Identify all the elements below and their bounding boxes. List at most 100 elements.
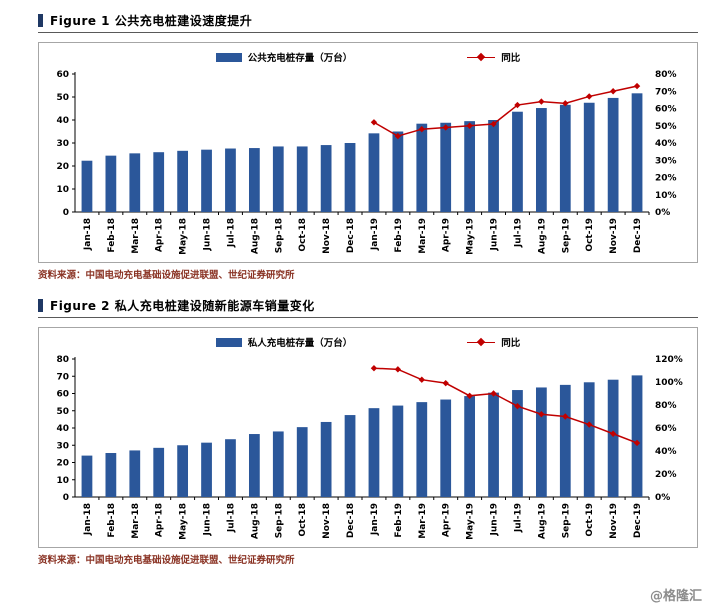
svg-text:Apr-18: Apr-18 xyxy=(155,218,165,252)
title-accent-bar xyxy=(38,14,43,27)
figure-2-title: Figure 2 私人充电桩建设随新能源车销量变化 xyxy=(50,299,315,313)
svg-text:Jun-18: Jun-18 xyxy=(203,218,213,251)
svg-text:May-19: May-19 xyxy=(466,503,476,540)
svg-text:70%: 70% xyxy=(655,87,677,97)
svg-text:Sep-19: Sep-19 xyxy=(561,503,571,538)
svg-text:Oct-19: Oct-19 xyxy=(585,218,595,252)
svg-text:Feb-19: Feb-19 xyxy=(394,218,404,253)
svg-text:20%: 20% xyxy=(655,470,677,480)
svg-text:Apr-18: Apr-18 xyxy=(155,503,165,537)
svg-text:Aug-18: Aug-18 xyxy=(250,503,260,539)
watermark: @格隆汇 xyxy=(649,589,702,604)
figure-1-chart-area: 公共充电桩存量（万台） 同比 0 10 20 30 40 50 60 0% 10% 20% 30% 4… xyxy=(38,42,698,263)
svg-text:Aug-19: Aug-19 xyxy=(537,503,547,539)
svg-text:20: 20 xyxy=(56,459,69,469)
svg-text:60: 60 xyxy=(56,390,69,400)
svg-text:Dec-18: Dec-18 xyxy=(346,218,356,253)
source-text: 资料来源：中国电动充电基础设施促进联盟、世纪证券研究所 xyxy=(38,270,295,281)
svg-text:80: 80 xyxy=(56,355,69,365)
svg-text:Aug-19: Aug-19 xyxy=(537,218,547,254)
svg-text:Mar-18: Mar-18 xyxy=(131,218,141,254)
title-accent-bar xyxy=(38,299,43,312)
svg-text:40: 40 xyxy=(56,116,69,126)
svg-text:Apr-19: Apr-19 xyxy=(442,218,452,252)
svg-text:60%: 60% xyxy=(655,424,677,434)
svg-text:40%: 40% xyxy=(655,447,677,457)
svg-text:40%: 40% xyxy=(655,139,677,149)
combo-chart-public-piles: 0 10 20 30 40 50 60 0% 10% 20% 30% 40% 50% 60% 70% 80% J… xyxy=(56,70,677,255)
svg-text:100%: 100% xyxy=(655,378,683,388)
line-legend-marker xyxy=(467,52,496,61)
svg-text:Feb-19: Feb-19 xyxy=(394,503,404,538)
svg-text:0%: 0% xyxy=(655,208,670,218)
combo-chart-private-piles: 0 10 20 30 40 50 60 70 80 0% 20% 40% 60% 80% 100% 120% J… xyxy=(56,355,683,540)
svg-text:Sep-19: Sep-19 xyxy=(561,218,571,253)
figure-2-legend: 私人充电桩存量（万台） 同比 xyxy=(39,333,697,351)
svg-text:Aug-18: Aug-18 xyxy=(250,218,260,254)
svg-text:30%: 30% xyxy=(655,156,677,166)
svg-text:Feb-18: Feb-18 xyxy=(107,218,117,253)
svg-text:May-18: May-18 xyxy=(179,218,189,255)
svg-text:Mar-19: Mar-19 xyxy=(418,503,428,539)
svg-text:Mar-19: Mar-19 xyxy=(418,218,428,254)
svg-text:10%: 10% xyxy=(655,191,677,201)
svg-text:Jan-19: Jan-19 xyxy=(370,218,380,251)
bar-legend-swatch xyxy=(215,337,242,347)
svg-text:Dec-19: Dec-19 xyxy=(633,218,643,253)
svg-text:30: 30 xyxy=(56,139,69,149)
svg-text:Apr-19: Apr-19 xyxy=(442,503,452,537)
svg-text:0%: 0% xyxy=(655,493,670,503)
figure-2: Figure 2 私人充电桩建设随新能源车销量变化 私人充电桩存量（万台） 同比… xyxy=(38,297,698,566)
svg-text:80%: 80% xyxy=(655,70,677,80)
svg-text:Jul-18: Jul-18 xyxy=(226,503,236,533)
svg-text:Nov-19: Nov-19 xyxy=(609,218,619,254)
bar-legend-label: 私人充电桩存量（万台） xyxy=(247,338,353,349)
svg-text:Feb-18: Feb-18 xyxy=(107,503,117,538)
svg-text:Jun-19: Jun-19 xyxy=(490,503,500,536)
svg-text:Mar-18: Mar-18 xyxy=(131,503,141,539)
svg-text:Dec-19: Dec-19 xyxy=(633,503,643,538)
svg-text:May-18: May-18 xyxy=(179,503,189,540)
svg-text:Jan-19: Jan-19 xyxy=(370,503,380,536)
legend-item-line: 同比 xyxy=(467,335,520,349)
svg-text:20%: 20% xyxy=(655,174,677,184)
svg-text:Oct-18: Oct-18 xyxy=(298,218,308,252)
svg-text:Sep-18: Sep-18 xyxy=(274,218,284,253)
diamond-marker-icon xyxy=(477,52,486,61)
svg-text:Jan-18: Jan-18 xyxy=(83,218,93,251)
source-text: 资料来源：中国电动充电基础设施促进联盟、世纪证券研究所 xyxy=(38,555,295,566)
figure-1-title-row: Figure 1 公共充电桩建设速度提升 xyxy=(38,12,698,33)
report-page: Figure 1 公共充电桩建设速度提升 公共充电桩存量（万台） 同比 0 10 2… xyxy=(38,12,698,566)
svg-text:0: 0 xyxy=(63,493,69,503)
svg-text:Jul-19: Jul-19 xyxy=(513,218,523,248)
svg-text:Oct-19: Oct-19 xyxy=(585,503,595,537)
svg-text:Oct-18: Oct-18 xyxy=(298,503,308,537)
figure-1-title: Figure 1 公共充电桩建设速度提升 xyxy=(50,14,253,28)
figure-2-chart-area: 私人充电桩存量（万台） 同比 0 10 20 30 40 50 60 70 80 0% 20% 40%… xyxy=(38,327,698,548)
diamond-marker-icon xyxy=(477,337,486,346)
svg-text:10: 10 xyxy=(56,476,69,486)
svg-text:10: 10 xyxy=(56,185,69,195)
figure-1-legend: 公共充电桩存量（万台） 同比 xyxy=(39,48,697,66)
svg-text:60%: 60% xyxy=(655,105,677,115)
svg-text:Jan-18: Jan-18 xyxy=(83,503,93,536)
svg-text:Sep-18: Sep-18 xyxy=(274,503,284,538)
svg-text:40: 40 xyxy=(56,424,69,434)
svg-text:50: 50 xyxy=(56,93,69,103)
svg-text:60: 60 xyxy=(56,70,69,80)
svg-text:Nov-18: Nov-18 xyxy=(322,218,332,254)
svg-text:20: 20 xyxy=(56,162,69,172)
figure-2-title-row: Figure 2 私人充电桩建设随新能源车销量变化 xyxy=(38,297,698,318)
svg-text:70: 70 xyxy=(56,372,69,382)
svg-text:30: 30 xyxy=(56,441,69,451)
svg-text:Jul-19: Jul-19 xyxy=(513,503,523,533)
bar-legend-swatch xyxy=(215,52,242,62)
svg-text:Jun-19: Jun-19 xyxy=(490,218,500,251)
svg-text:50: 50 xyxy=(56,407,69,417)
svg-text:Nov-19: Nov-19 xyxy=(609,503,619,539)
legend-item-bar: 公共充电桩存量（万台） xyxy=(215,50,352,64)
svg-text:80%: 80% xyxy=(655,401,677,411)
figure-1: Figure 1 公共充电桩建设速度提升 公共充电桩存量（万台） 同比 0 10 2… xyxy=(38,12,698,281)
svg-text:Jun-18: Jun-18 xyxy=(203,503,213,536)
svg-text:May-19: May-19 xyxy=(466,218,476,255)
